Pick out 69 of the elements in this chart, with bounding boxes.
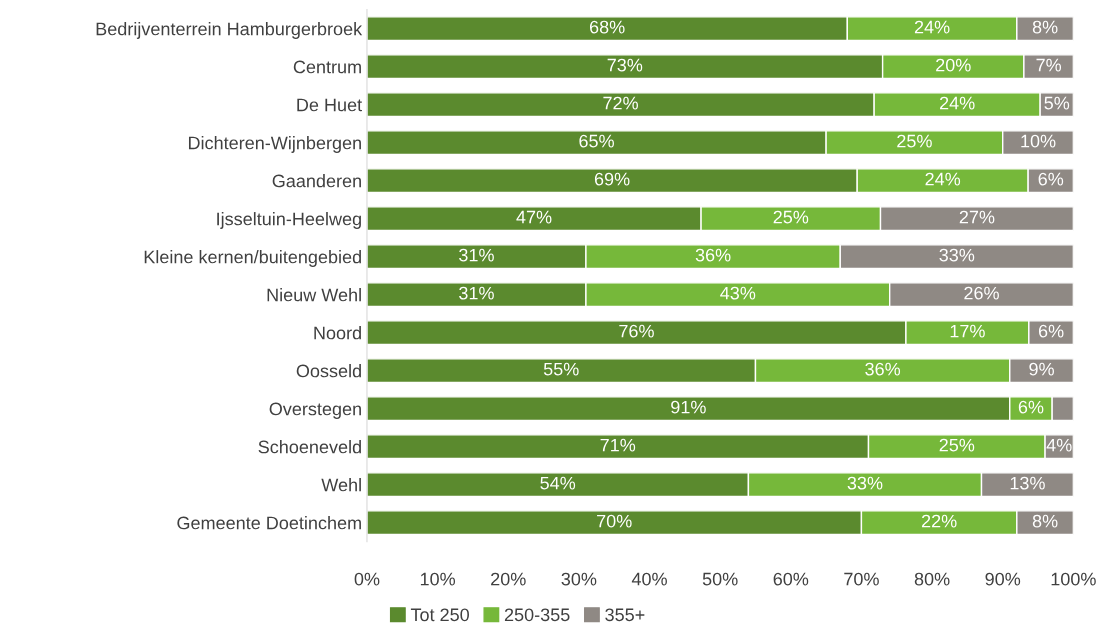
y-tick-label: Schoeneveld [258,440,361,454]
x-tick-label: 60% [773,572,809,586]
data-label: 8% [1032,514,1058,528]
data-label: 7% [1036,58,1062,72]
y-tick-label: Gaanderen [272,174,361,188]
data-label: 33% [939,248,975,262]
data-label: 27% [959,210,995,224]
data-label: 6% [1038,324,1064,338]
x-tick-label: 30% [561,572,597,586]
data-label: 25% [939,438,975,452]
data-label: 20% [936,58,971,72]
x-tick-label: 10% [420,572,456,586]
x-tick-label: 90% [985,572,1021,586]
data-label: 47% [516,210,552,224]
data-label: 36% [865,362,901,376]
data-label: 33% [847,476,883,490]
data-label: 76% [619,324,654,338]
data-label: 24% [914,20,950,34]
data-label: 4% [1046,438,1072,452]
data-label: 71% [600,438,636,452]
data-label: 65% [579,134,614,148]
data-label: 24% [939,96,975,110]
x-tick-label: 100% [1051,572,1096,586]
legend-label: 355+ [605,608,645,622]
data-label: 68% [589,20,625,34]
x-tick-label: 0% [354,572,380,586]
data-label: 26% [964,286,999,300]
y-tick-label: Dichteren-Wijnbergen [188,136,361,153]
y-tick-label: Oosseld [296,364,361,378]
y-tick-label: De Huet [297,98,362,112]
y-tick-label: Overstegen [269,402,361,419]
legend-label: 250-355 [504,608,570,622]
data-label: 25% [897,134,932,148]
data-label: 22% [921,514,957,528]
y-tick-label: Nieuw Wehl [267,288,361,302]
data-label: 91% [671,400,706,414]
data-label: 69% [594,172,630,186]
y-tick-label: Kleine kernen/buitengebied [144,250,361,267]
data-label: 9% [1029,362,1054,376]
data-label: 5% [1044,96,1070,110]
x-tick-label: 20% [491,572,526,586]
data-label: 72% [603,96,638,110]
y-tick-label: Bedrijventerrein Hamburgerbroek [96,22,363,39]
x-tick-label: 80% [914,572,950,586]
data-label: 43% [720,286,756,300]
y-tick-label: Noord [314,326,361,340]
x-tick-label: 50% [702,572,738,586]
data-label: 24% [925,172,961,186]
y-tick-label: Centrum [293,60,361,74]
data-label: 31% [459,286,494,300]
data-label: 10% [1021,134,1056,148]
y-tick-label: Wehl [321,478,361,492]
x-tick-label: 40% [631,572,667,586]
data-label: 55% [543,362,579,376]
data-label: 13% [1010,476,1045,490]
data-label: 36% [695,248,731,262]
data-label: 70% [597,514,632,528]
data-label: 31% [459,248,494,262]
x-tick-label: 70% [844,572,879,586]
data-label: 6% [1018,400,1044,414]
data-label: 6% [1038,172,1064,186]
data-label: 54% [540,476,576,490]
data-label: 17% [950,324,985,338]
y-tick-label: Gemeente Doetinchem [177,516,361,530]
data-label: 25% [773,210,809,224]
data-label: 73% [607,58,643,72]
y-tick-label: Ijsseltuin-Heelweg [217,212,361,229]
data-label: 8% [1032,20,1058,34]
legend-label: Tot 250 [410,608,470,622]
